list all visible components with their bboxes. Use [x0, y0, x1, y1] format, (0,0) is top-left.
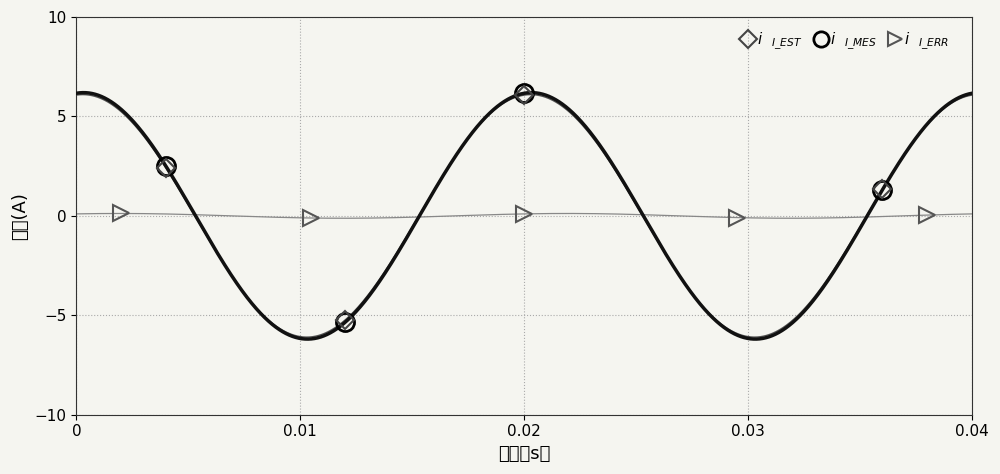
- Y-axis label: 电流(A): 电流(A): [11, 192, 29, 240]
- X-axis label: 时间（s）: 时间（s）: [498, 445, 550, 463]
- Legend: $\it{i}$  $\mathit{_{I\_EST}}$, $\it{i}$  $\mathit{_{I\_MES}}$, $\it{i}$  $\math: $\it{i}$ $\mathit{_{I\_EST}}$, $\it{i}$ …: [736, 25, 955, 58]
